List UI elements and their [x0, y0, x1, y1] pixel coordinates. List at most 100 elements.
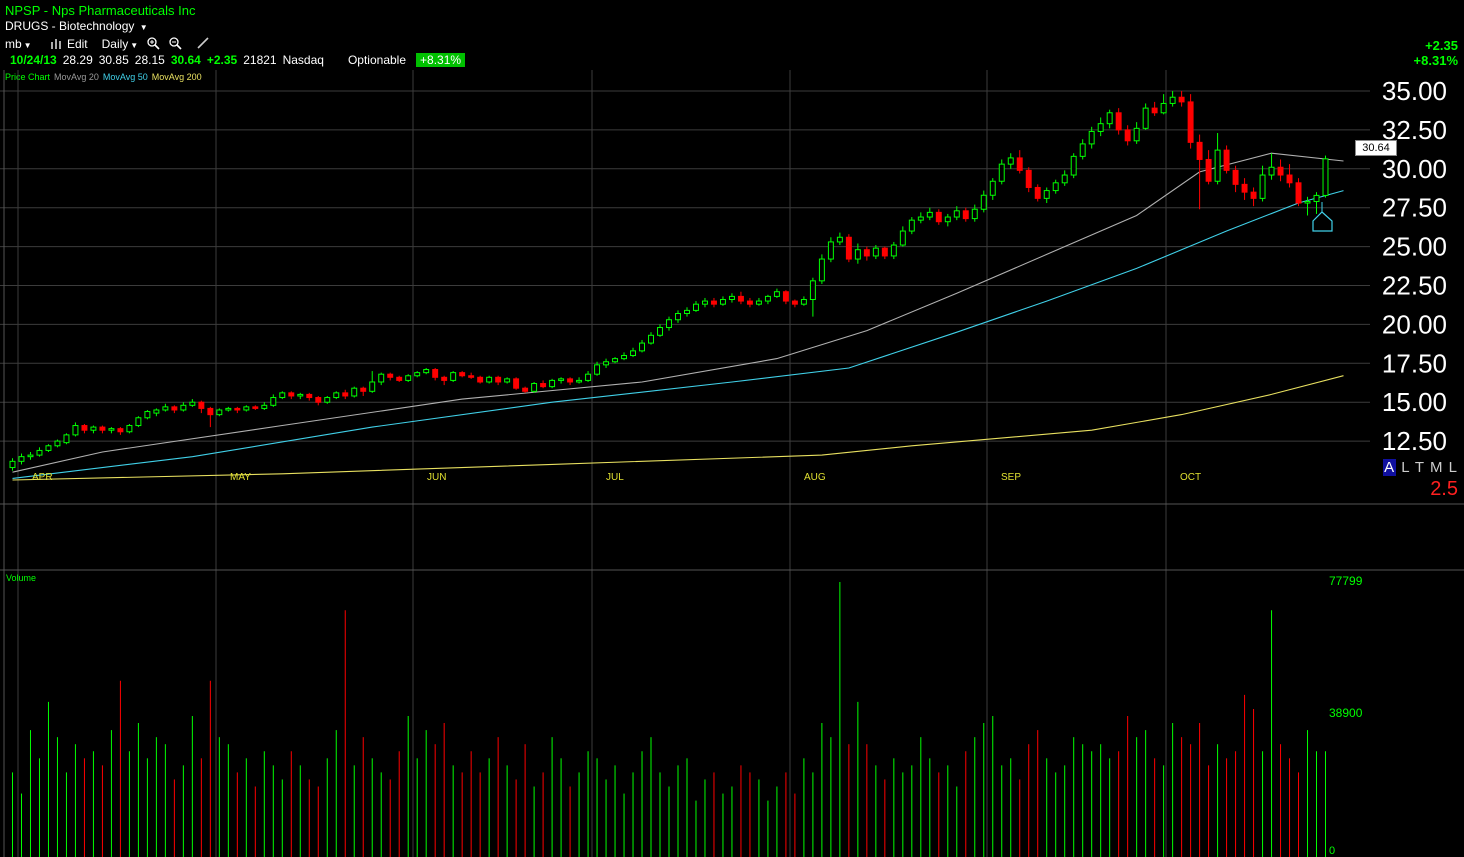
candle-down	[1115, 112, 1122, 131]
draw-tool-icon[interactable]	[196, 36, 210, 53]
candle-up	[1322, 158, 1329, 196]
candle-up	[908, 219, 915, 232]
candle-up	[701, 300, 708, 305]
candle-down	[881, 247, 888, 257]
candle-up	[531, 383, 538, 392]
candle-up	[1268, 166, 1275, 176]
candle-up	[153, 409, 160, 414]
candle-down	[1025, 169, 1032, 188]
candle-up	[1079, 143, 1086, 157]
candle-up	[971, 208, 978, 220]
candle-down	[1016, 157, 1023, 171]
candle-down	[1034, 186, 1041, 199]
price-tick-label: 32.50	[1382, 115, 1447, 145]
candle-up	[648, 334, 654, 344]
month-label: OCT	[1180, 472, 1201, 483]
candle-up	[755, 300, 762, 305]
candle-up	[594, 364, 601, 375]
candle-up	[126, 425, 133, 433]
candle-up	[603, 361, 610, 366]
candle-up	[1160, 102, 1167, 114]
candle-down	[396, 376, 403, 381]
legend-ma200[interactable]: MovAvg 200	[151, 72, 202, 82]
zoom-in-icon[interactable]	[146, 36, 160, 53]
candle-down	[387, 373, 394, 378]
candle-up	[369, 381, 376, 392]
candle-up	[1070, 155, 1077, 176]
legend-price-chart[interactable]: Price Chart	[5, 72, 51, 82]
candle-up	[1169, 96, 1176, 104]
ratings-letters: A L T M L	[1383, 459, 1458, 476]
candle-up	[180, 404, 187, 411]
candle-down	[1286, 174, 1293, 184]
chart-legend: Price Chart MovAvg 20 MovAvg 50 MovAvg 2…	[5, 72, 202, 82]
candle-up	[773, 291, 780, 297]
right-pct-change: +8.31%	[1413, 53, 1458, 68]
candle-up	[405, 375, 412, 381]
candle-down	[432, 369, 439, 378]
candle-up	[27, 454, 34, 458]
candle-down	[1232, 169, 1239, 185]
candle-up	[693, 303, 699, 311]
candle-down	[477, 376, 484, 383]
candle-up	[899, 230, 906, 246]
bars-icon	[50, 39, 61, 49]
candle-up	[989, 180, 996, 196]
candle-up	[261, 404, 268, 409]
candle-down	[1196, 141, 1203, 160]
candle-up	[63, 434, 70, 444]
candle-up	[818, 258, 825, 282]
quote-open: 28.29	[62, 53, 93, 67]
candle-up	[728, 295, 735, 301]
legend-ma20[interactable]: MovAvg 20	[54, 72, 99, 82]
candle-up	[953, 210, 960, 218]
chevron-down-icon: ▼	[139, 23, 148, 32]
candle-up	[917, 216, 924, 221]
candle-up	[1142, 107, 1149, 129]
candle-up	[108, 428, 115, 431]
candle-down	[468, 375, 475, 378]
volume-tick-mid: 38900	[1329, 706, 1363, 720]
price-tick-label: 35.00	[1382, 76, 1447, 106]
ma-line	[12, 375, 1344, 481]
candle-up	[980, 194, 987, 210]
candle-up	[414, 372, 421, 377]
edit-button[interactable]: Edit	[50, 37, 88, 51]
candle-up	[944, 216, 951, 223]
candle-up	[764, 295, 771, 302]
rating-a: A	[1383, 459, 1397, 476]
candle-down	[791, 300, 798, 305]
symbol-title[interactable]: NPSP - Nps Pharmaceuticals Inc	[5, 3, 196, 18]
candle-up	[333, 392, 340, 399]
grid	[0, 70, 1464, 857]
candle-up	[666, 319, 672, 329]
candle-up	[216, 409, 223, 416]
zoom-out-icon[interactable]	[168, 36, 182, 53]
quote-close: 30.64	[170, 53, 201, 67]
candle-down	[1295, 182, 1302, 204]
sector-selector[interactable]: DRUGS - Biotechnology ▼	[5, 19, 148, 33]
candle-down	[315, 397, 322, 403]
candle-down	[540, 383, 547, 388]
legend-ma50[interactable]: MovAvg 50	[102, 72, 148, 82]
candle-up	[504, 378, 511, 383]
candle-up	[890, 244, 897, 257]
period-dropdown[interactable]: Daily ▼	[102, 37, 139, 51]
price-tick-label: 20.00	[1382, 309, 1447, 339]
candle-up	[90, 426, 97, 431]
candle-up	[1259, 174, 1266, 199]
month-label: APR	[32, 472, 53, 483]
candle-down	[360, 387, 367, 392]
candle-down	[1250, 191, 1257, 199]
candle-down	[1151, 107, 1158, 114]
candle-up	[135, 417, 142, 427]
profile-label: mb	[5, 37, 22, 51]
candle-up	[144, 411, 151, 419]
candle-up	[36, 449, 43, 456]
candle-up	[18, 456, 25, 462]
candle-down	[171, 406, 178, 411]
profile-dropdown[interactable]: mb ▼	[5, 37, 32, 51]
price-tick-label: 15.00	[1382, 387, 1447, 417]
candle-up	[585, 373, 592, 381]
